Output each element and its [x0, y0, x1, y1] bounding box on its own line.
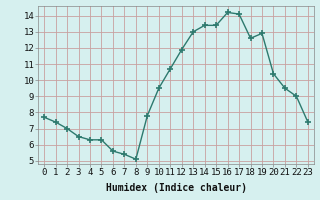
X-axis label: Humidex (Indice chaleur): Humidex (Indice chaleur)	[106, 183, 246, 193]
